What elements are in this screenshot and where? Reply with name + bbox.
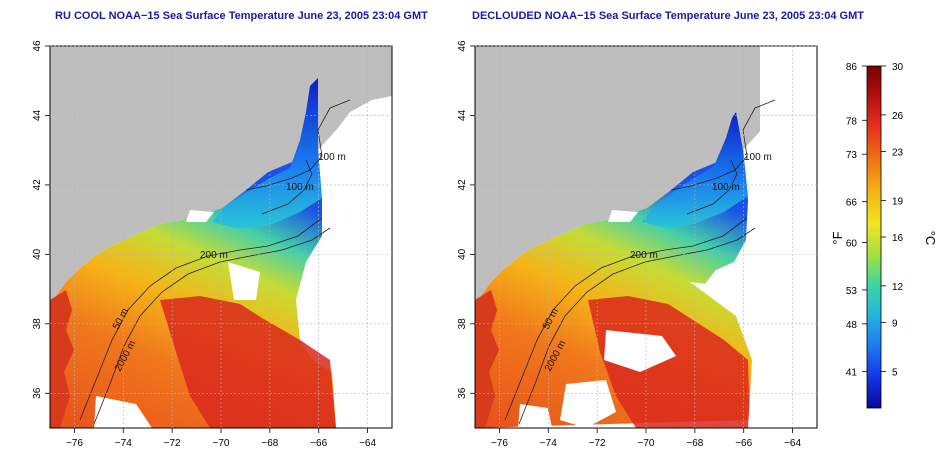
colorbar-f-label: 86 bbox=[846, 62, 858, 73]
x-tick-label: −68 bbox=[261, 438, 278, 449]
cloud-mask bbox=[518, 46, 817, 428]
y-tick-label: 44 bbox=[32, 109, 43, 121]
colorbar-celsius-ticks: 30 26 23 19 16 12 9 5 bbox=[881, 62, 904, 378]
y-axis-ticks: 36 38 40 42 44 46 bbox=[32, 40, 50, 399]
colorbar-f-label: 60 bbox=[846, 238, 858, 249]
colorbar-c-label: 9 bbox=[892, 319, 898, 330]
x-tick-label: −64 bbox=[359, 438, 376, 449]
graticule bbox=[475, 45, 817, 428]
colorbar-c-label: 19 bbox=[892, 196, 904, 207]
y-tick-label: 44 bbox=[457, 109, 468, 121]
gulf-stream bbox=[160, 296, 336, 428]
colorbar-c-label: 5 bbox=[892, 367, 898, 378]
y-tick-label: 42 bbox=[457, 179, 468, 191]
cloud-mask bbox=[94, 210, 330, 428]
y-tick-label: 36 bbox=[457, 387, 468, 399]
map-panel-right: −76 −74 −72 −70 −68 −66 −64 36 38 40 42 44 46 100 m… bbox=[457, 40, 818, 449]
y-tick-label: 46 bbox=[457, 40, 468, 52]
cold-water-gom bbox=[212, 78, 322, 228]
x-tick-label: −70 bbox=[213, 438, 230, 449]
gulf-stream bbox=[588, 296, 750, 428]
colorbar-c-label: 16 bbox=[892, 233, 904, 244]
x-axis-ticks: −76 −74 −72 −70 −68 −66 −64 bbox=[66, 428, 376, 449]
panel-title-left: RU COOL NOAA−15 Sea Surface Temperature … bbox=[55, 10, 428, 22]
y-tick-label: 38 bbox=[457, 318, 468, 330]
colorbar-f-label: 48 bbox=[846, 320, 858, 331]
colorbar-ramp bbox=[866, 65, 882, 409]
colorbar-c-label: 23 bbox=[892, 148, 904, 159]
y-tick-label: 36 bbox=[32, 387, 43, 399]
contour-label: 200 m bbox=[200, 250, 228, 261]
x-tick-label: −70 bbox=[638, 438, 655, 449]
contour-label: 100 m bbox=[286, 182, 314, 193]
panel-title-right: DECLOUDED NOAA−15 Sea Surface Temperatur… bbox=[472, 10, 864, 22]
y-tick-label: 42 bbox=[32, 179, 43, 191]
colorbar-f-label: 41 bbox=[846, 367, 858, 378]
colorbar-fahrenheit-unit: °F bbox=[830, 231, 845, 244]
y-tick-label: 46 bbox=[32, 40, 43, 52]
contour-label: 100 m bbox=[318, 152, 346, 163]
x-tick-label: −74 bbox=[115, 438, 132, 449]
x-tick-label: −68 bbox=[686, 438, 703, 449]
contour-label: 100 m bbox=[744, 152, 772, 163]
colorbar-c-label: 26 bbox=[892, 111, 904, 122]
x-tick-label: −72 bbox=[164, 438, 181, 449]
x-tick-label: −74 bbox=[540, 438, 557, 449]
colorbar-fahrenheit-ticks: 86 78 73 66 60 53 48 41 bbox=[846, 62, 867, 378]
graticule bbox=[50, 45, 392, 428]
x-tick-label: −64 bbox=[784, 438, 801, 449]
colorbar: 86 78 73 66 60 53 48 41 30 26 23 19 16 12 9 5 °F °C bbox=[830, 62, 938, 409]
cold-water-gom bbox=[642, 112, 748, 228]
x-tick-label: −66 bbox=[735, 438, 752, 449]
colorbar-f-label: 73 bbox=[846, 150, 858, 161]
colorbar-c-label: 30 bbox=[892, 62, 904, 73]
colorbar-f-label: 53 bbox=[846, 286, 858, 297]
colorbar-celsius-unit: °C bbox=[923, 231, 938, 246]
y-tick-label: 40 bbox=[457, 248, 468, 260]
contour-label: 100 m bbox=[712, 182, 740, 193]
colorbar-f-label: 66 bbox=[846, 198, 858, 209]
x-tick-label: −76 bbox=[491, 438, 508, 449]
x-tick-label: −76 bbox=[66, 438, 83, 449]
y-tick-label: 40 bbox=[32, 248, 43, 260]
x-tick-label: −72 bbox=[589, 438, 606, 449]
x-axis-ticks: −76 −74 −72 −70 −68 −66 −64 bbox=[491, 428, 801, 449]
land-mass bbox=[475, 46, 817, 300]
colorbar-f-label: 78 bbox=[846, 116, 858, 127]
y-tick-label: 38 bbox=[32, 318, 43, 330]
colorbar-c-label: 12 bbox=[892, 282, 904, 293]
y-axis-ticks: 36 38 40 42 44 46 bbox=[457, 40, 475, 399]
map-panel-left: −76 −74 −72 −70 −68 −66 −64 36 38 40 42 44 46 100 m… bbox=[32, 40, 393, 449]
contour-label: 200 m bbox=[630, 250, 658, 261]
x-tick-label: −66 bbox=[310, 438, 327, 449]
